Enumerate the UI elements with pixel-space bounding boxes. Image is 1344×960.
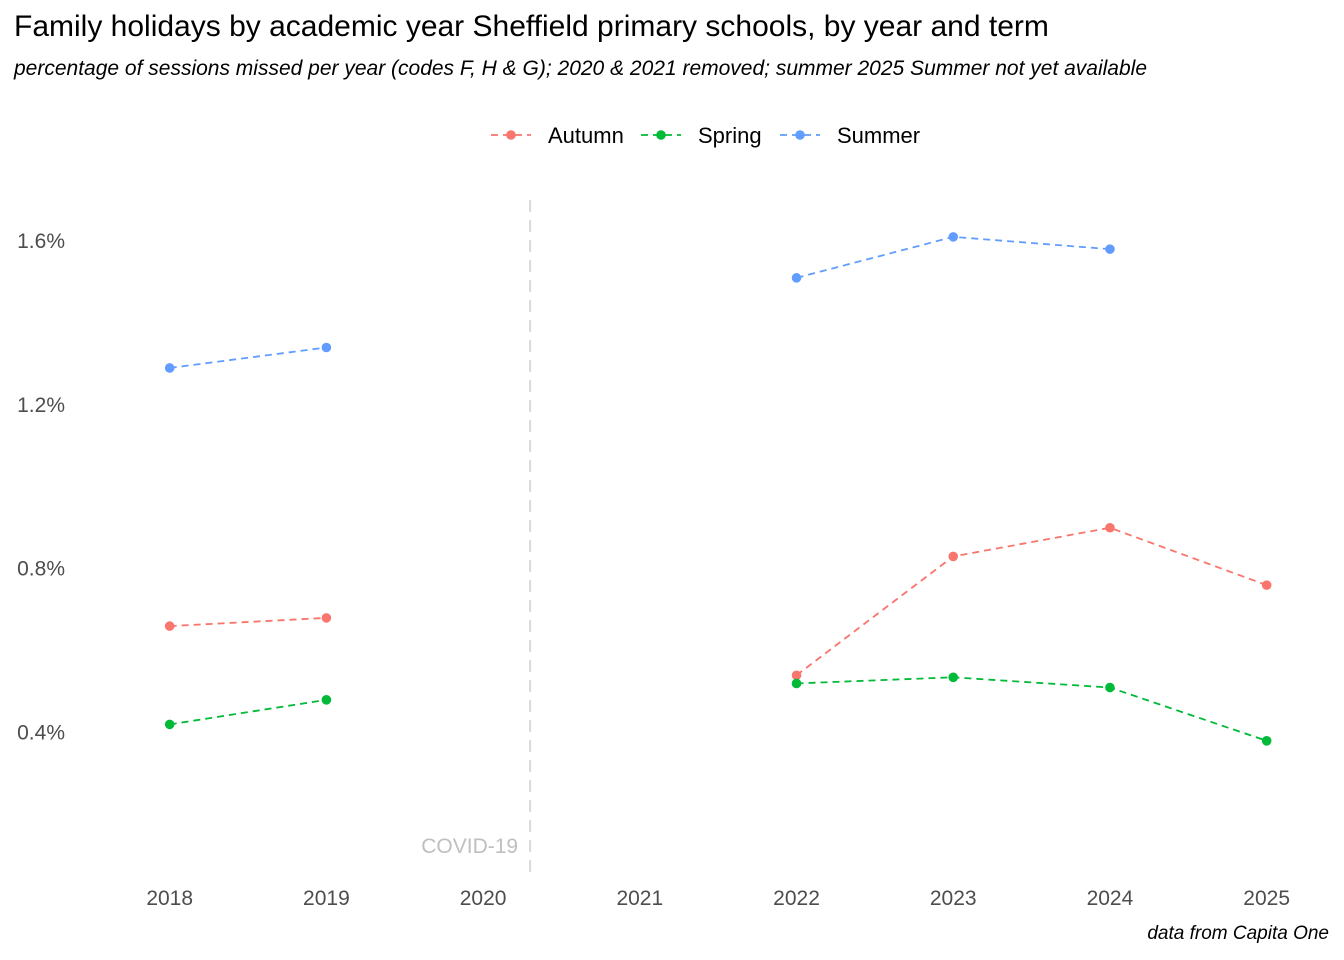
point-autumn-2018 [164, 621, 175, 631]
point-spring-2023 [948, 672, 959, 683]
covid-annotation-label: COVID-19 [421, 835, 518, 858]
series-summer [164, 232, 1115, 373]
y-tick-label-2: 1.2% [17, 394, 65, 417]
axis-layer: 2018 2019 2020 2021 2022 2023 2024 2025 0.4% 0.8%… [17, 230, 1290, 910]
point-autumn-2024 [1105, 522, 1115, 533]
point-spring-2024 [1105, 682, 1115, 693]
legend-marker-spring [656, 130, 666, 140]
y-tick-label-1: 0.8% [17, 558, 65, 581]
legend-item-summer: Summer [780, 123, 920, 148]
y-tick-label-3: 1.6% [17, 230, 65, 253]
series-spring [164, 672, 1272, 746]
point-autumn-2023 [948, 551, 959, 562]
chart-subtitle: percentage of sessions missed per year (… [14, 57, 1148, 80]
series-autumn [164, 522, 1272, 681]
point-summer-2019 [321, 342, 332, 353]
x-tick-label-2021: 2021 [616, 887, 663, 910]
point-autumn-2025 [1261, 580, 1272, 590]
chart-caption: data from Capita One [1147, 923, 1329, 944]
point-spring-2025 [1261, 736, 1272, 746]
point-summer-2018 [164, 363, 175, 373]
legend-item-autumn: Autumn [491, 123, 624, 148]
annotation-layer: COVID-19 [421, 200, 532, 876]
point-summer-2023 [948, 232, 959, 242]
x-tick-label-2024: 2024 [1087, 887, 1134, 910]
legend-label-autumn: Autumn [548, 123, 624, 148]
legend-label-summer: Summer [837, 123, 920, 148]
point-spring-2022 [791, 678, 802, 689]
legend-item-spring: Spring [641, 123, 762, 148]
legend-marker-autumn [506, 130, 516, 140]
x-tick-label-2022: 2022 [773, 887, 820, 910]
series-line-autumn-1 [795, 526, 1267, 676]
x-tick-label-2020: 2020 [460, 887, 507, 910]
point-autumn-2022 [791, 670, 802, 681]
x-tick-label-2023: 2023 [930, 887, 977, 910]
point-autumn-2019 [321, 613, 332, 623]
legend-marker-summer [795, 130, 805, 140]
chart-title: Family holidays by academic year Sheffie… [14, 10, 1049, 43]
point-spring-2019 [321, 695, 332, 705]
x-tick-label-2019: 2019 [303, 887, 350, 910]
point-summer-2024 [1105, 244, 1115, 254]
series-line-summer-0 [169, 346, 327, 369]
series-layer [164, 232, 1272, 746]
series-line-summer-1 [796, 235, 1111, 279]
legend-label-spring: Spring [698, 123, 762, 148]
series-line-spring-0 [169, 698, 327, 726]
legend: Autumn Spring Summer [491, 123, 920, 148]
y-tick-label-0: 0.4% [17, 722, 65, 745]
x-tick-label-2018: 2018 [146, 887, 193, 910]
point-summer-2022 [791, 273, 802, 283]
series-line-autumn-0 [169, 616, 327, 627]
x-tick-label-2025: 2025 [1243, 887, 1290, 910]
series-line-spring-1 [796, 676, 1267, 742]
point-spring-2018 [164, 719, 175, 730]
